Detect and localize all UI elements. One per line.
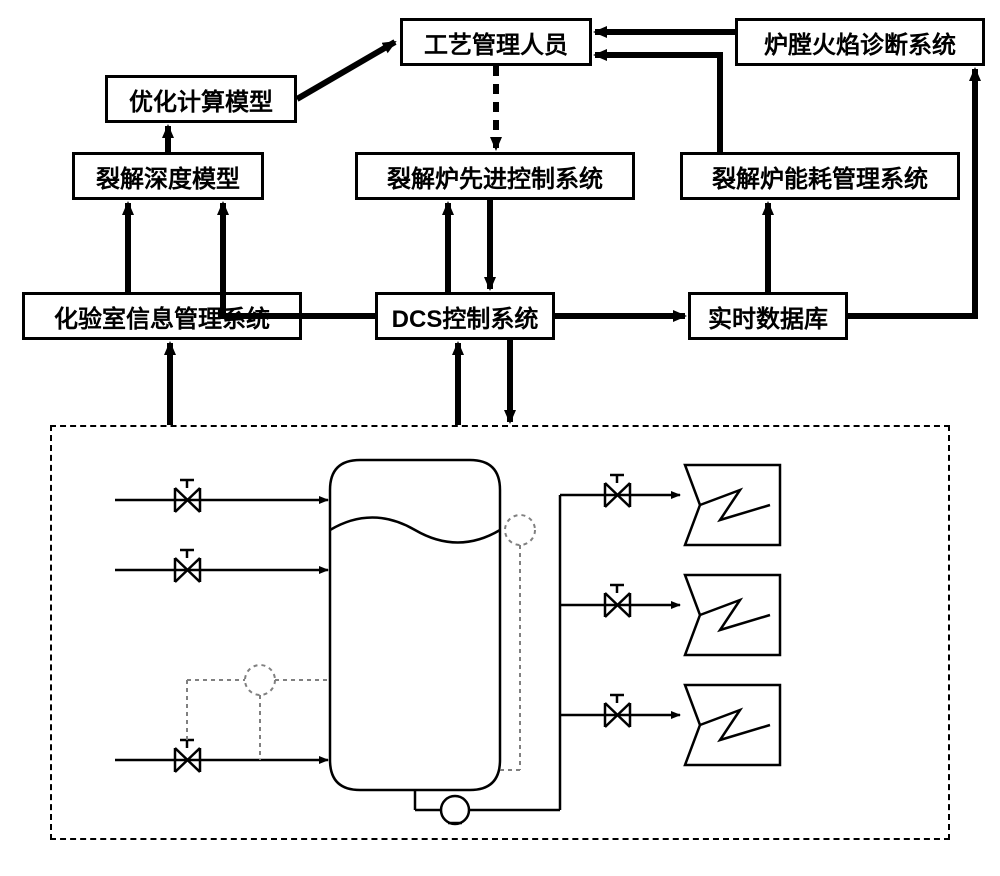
- process-manager-label: 工艺管理人员: [424, 25, 568, 60]
- depth-model-box: 裂解深度模型: [72, 152, 264, 200]
- advanced-control-label: 裂解炉先进控制系统: [387, 159, 603, 194]
- lab-info-label: 化验室信息管理系统: [54, 299, 270, 334]
- energy-mgmt-label: 裂解炉能耗管理系统: [712, 159, 928, 194]
- flame-diagnosis-label: 炉膛火焰诊断系统: [764, 25, 956, 60]
- process-manager-box: 工艺管理人员: [400, 18, 592, 66]
- energy-mgmt-box: 裂解炉能耗管理系统: [680, 152, 960, 200]
- process-container: [50, 425, 950, 840]
- optimization-model-label: 优化计算模型: [129, 82, 273, 117]
- rtdb-label: 实时数据库: [708, 299, 828, 334]
- optimization-model-box: 优化计算模型: [105, 75, 297, 123]
- depth-model-label: 裂解深度模型: [96, 159, 240, 194]
- advanced-control-box: 裂解炉先进控制系统: [355, 152, 635, 200]
- flame-diagnosis-box: 炉膛火焰诊断系统: [735, 18, 985, 66]
- rtdb-box: 实时数据库: [688, 292, 848, 340]
- dcs-label: DCS控制系统: [392, 299, 539, 334]
- lab-info-box: 化验室信息管理系统: [22, 292, 302, 340]
- dcs-box: DCS控制系统: [375, 292, 555, 340]
